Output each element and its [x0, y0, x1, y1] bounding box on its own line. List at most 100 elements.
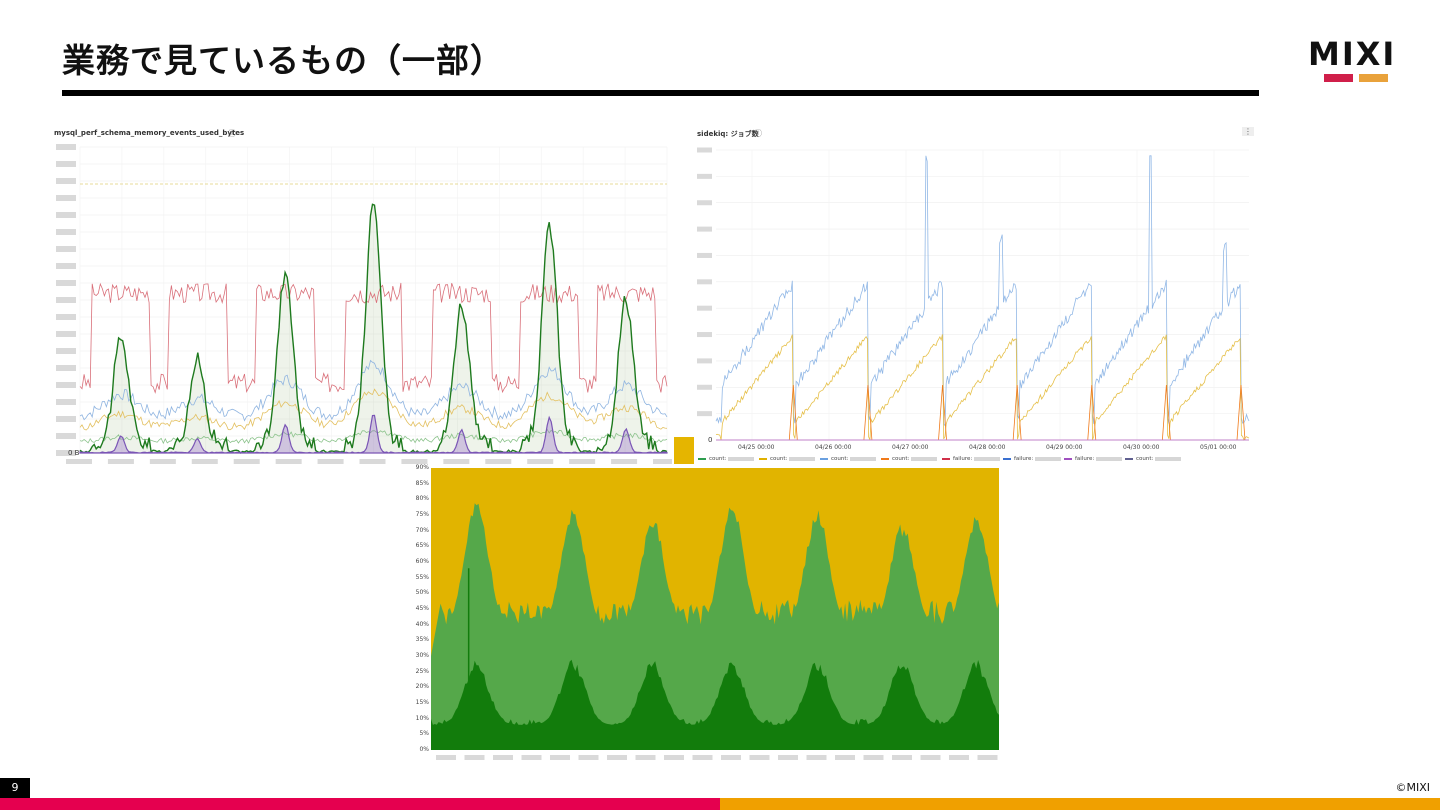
- x-tick-label-redacted: [977, 755, 998, 760]
- legend-label: count:: [1136, 456, 1154, 462]
- series-line-orange: [1236, 384, 1246, 441]
- x-tick-label-redacted: [892, 755, 912, 760]
- y-tick-label-redacted: [56, 399, 76, 405]
- sidekiq-chart-title: sidekiq: ジョブ数: [697, 130, 759, 138]
- x-tick-label-redacted: [578, 755, 599, 760]
- x-tick-label: 04/26 00:00: [815, 444, 852, 451]
- slide-title: 業務で見ているもの（一部）: [62, 41, 504, 80]
- y-tick-label: 90%: [415, 464, 429, 471]
- y-tick-label-redacted: [697, 279, 712, 285]
- legend-swatch: [1064, 458, 1072, 460]
- y-tick-label-redacted: [56, 246, 76, 252]
- mixi-logo: MIXI: [1308, 36, 1404, 86]
- series-line-yellow: [715, 334, 1250, 441]
- y-tick-label: 0%: [419, 746, 429, 753]
- y-tick-label-redacted: [697, 252, 712, 258]
- page-number: 9: [0, 778, 30, 798]
- x-tick-label-redacted: [635, 755, 656, 760]
- legend-label: failure:: [1075, 456, 1095, 462]
- memory-zero-label: 0 B: [68, 449, 80, 457]
- legend-label: failure:: [1014, 456, 1034, 462]
- y-tick-label-redacted: [697, 200, 712, 206]
- x-tick-label-redacted: [464, 755, 485, 760]
- legend-item[interactable]: failure:: [1064, 456, 1123, 462]
- legend-item[interactable]: count:: [698, 456, 755, 462]
- legend-label: failure:: [953, 456, 973, 462]
- x-tick-label-redacted: [863, 755, 884, 760]
- series-line-orange: [863, 384, 873, 441]
- legend-swatch: [942, 458, 950, 460]
- x-tick-label-redacted: [359, 459, 386, 464]
- y-tick-label: 75%: [415, 511, 429, 518]
- x-tick-label-redacted: [107, 459, 134, 464]
- x-tick-label-redacted: [949, 755, 969, 760]
- series-area-purple: [79, 414, 668, 454]
- legend-swatch: [820, 458, 828, 460]
- memory-chart-title: mysql_perf_schema_memory_events_used_byt…: [54, 129, 245, 137]
- legend-value-redacted: [1155, 457, 1182, 461]
- legend-item[interactable]: count:: [881, 456, 938, 462]
- y-tick-label-redacted: [56, 144, 76, 150]
- y-tick-label: 15%: [415, 699, 429, 706]
- y-tick-label: 65%: [415, 542, 429, 550]
- series-line-orange: [938, 384, 947, 441]
- y-tick-label: 60%: [415, 558, 429, 565]
- x-tick-label-redacted: [317, 459, 344, 464]
- legend-item[interactable]: count:: [820, 456, 877, 462]
- x-tick-label-redacted: [443, 459, 470, 464]
- logo-bar-red: [1324, 74, 1353, 82]
- info-icon[interactable]: ⓘ: [228, 129, 236, 138]
- memory-chart: [56, 144, 672, 464]
- cpu-chart-panel: 0% 5% 10% 15% 20% 25% 30% 35% 40% 45% 50% 55% 60% 65%…: [410, 464, 1005, 764]
- x-tick-label: 04/29 00:00: [1046, 444, 1083, 451]
- y-tick-label: 10%: [415, 714, 429, 722]
- legend-value-redacted: [850, 457, 877, 461]
- x-tick-label: 04/25 00:00: [738, 444, 775, 451]
- legend-label: count:: [892, 456, 910, 462]
- y-tick-label-redacted: [697, 332, 712, 338]
- legend-swatch: [698, 458, 706, 460]
- x-tick-label-redacted: [401, 459, 428, 464]
- x-tick-label-redacted: [607, 755, 627, 760]
- legend-swatch: [1003, 458, 1011, 460]
- y-tick-label: 40%: [415, 620, 429, 628]
- y-tick-label-redacted: [56, 178, 76, 184]
- y-tick-label-redacted: [56, 161, 76, 167]
- y-tick-label: 50%: [415, 589, 429, 597]
- x-tick-label-redacted: [569, 459, 596, 464]
- info-icon[interactable]: ⓘ: [754, 129, 762, 138]
- y-tick-label-redacted: [56, 433, 76, 439]
- legend-item[interactable]: failure:: [1003, 456, 1062, 462]
- y-tick-label-redacted: [697, 173, 712, 179]
- y-tick-label-redacted: [56, 212, 76, 218]
- legend-label: count:: [831, 456, 849, 462]
- y-tick-label: 25%: [415, 667, 429, 675]
- footer-bar-left: [0, 798, 720, 810]
- x-tick-label-redacted: [920, 755, 941, 760]
- legend-item[interactable]: count:: [759, 456, 816, 462]
- legend-item[interactable]: failure:: [942, 456, 1001, 462]
- sidekiq-zero-label: 0: [708, 436, 713, 444]
- x-tick-label: 05/01 00:00: [1200, 444, 1237, 451]
- sidekiq-chart: [697, 147, 1250, 441]
- y-tick-label: 70%: [415, 526, 429, 534]
- x-tick-label-redacted: [550, 755, 570, 760]
- x-tick-label-redacted: [66, 459, 92, 464]
- y-tick-label-redacted: [56, 229, 76, 235]
- panel-menu-icon[interactable]: ⋮: [1242, 127, 1254, 136]
- footer-bar-right: [720, 798, 1440, 810]
- x-tick-label-redacted: [721, 755, 741, 760]
- cpu-area-system: [431, 659, 999, 750]
- y-tick-label-redacted: [56, 450, 76, 456]
- legend-value-redacted: [789, 457, 816, 461]
- x-tick-label: 04/27 00:00: [892, 444, 929, 451]
- series-line-blue: [79, 359, 668, 422]
- series-line-yellow: [79, 388, 668, 431]
- y-tick-label-redacted: [56, 382, 76, 388]
- y-tick-label: 55%: [415, 573, 429, 581]
- legend-item[interactable]: count:: [1125, 456, 1182, 462]
- x-tick-label-redacted: [806, 755, 827, 760]
- y-tick-label-redacted: [56, 297, 76, 303]
- series-line-red: [79, 282, 668, 394]
- y-tick-label-redacted: [56, 348, 76, 354]
